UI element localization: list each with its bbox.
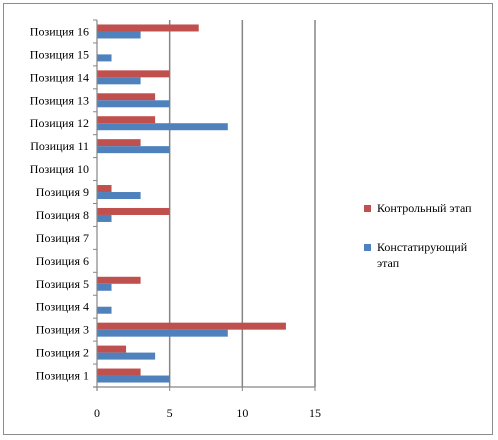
legend-swatch xyxy=(364,205,371,212)
bar-konstatiruyushchii-15 xyxy=(97,54,112,62)
bar-konstatiruyushchii-14 xyxy=(97,77,141,85)
bar-konstatiruyushchii-11 xyxy=(97,146,170,154)
bar-kontrolnyi-13 xyxy=(97,93,156,101)
category-label: Позиция 6 xyxy=(36,254,89,268)
bar-kontrolnyi-8 xyxy=(97,207,170,215)
category-label: Позиция 12 xyxy=(30,116,89,130)
category-label: Позиция 5 xyxy=(36,277,89,291)
chart-frame: Позиция 1 Позиция 2 Позиция 3 Позиция 4 Пози… xyxy=(3,3,493,435)
bar-konstatiruyushchii-13 xyxy=(97,100,170,108)
bar-konstatiruyushchii-2 xyxy=(97,352,156,360)
bar-konstatiruyushchii-12 xyxy=(97,123,228,131)
category-label: Позиция 9 xyxy=(36,185,89,199)
bar-kontrolnyi-14 xyxy=(97,70,170,78)
bar-konstatiruyushchii-4 xyxy=(97,306,112,314)
category-label: Позиция 2 xyxy=(36,346,89,360)
bar-kontrolnyi-1 xyxy=(97,368,141,376)
legend-swatch xyxy=(364,244,371,251)
bar-kontrolnyi-16 xyxy=(97,24,199,32)
bar-kontrolnyi-3 xyxy=(97,322,286,330)
x-tick-label: 5 xyxy=(167,406,173,420)
bar-konstatiruyushchii-8 xyxy=(97,214,112,222)
category-label: Позиция 11 xyxy=(30,139,89,153)
category-label: Позиция 10 xyxy=(30,162,89,176)
category-label: Позиция 15 xyxy=(30,47,89,61)
x-tick-label: 10 xyxy=(236,406,248,420)
bar-konstatiruyushchii-5 xyxy=(97,283,112,291)
category-label: Позиция 16 xyxy=(30,24,89,38)
bar-konstatiruyushchii-9 xyxy=(97,192,141,200)
bar-kontrolnyi-12 xyxy=(97,116,156,124)
x-tick-label: 15 xyxy=(309,406,321,420)
category-label: Позиция 8 xyxy=(36,208,89,222)
legend-label: Контрольный этап xyxy=(377,201,472,215)
bar-konstatiruyushchii-16 xyxy=(97,31,141,39)
category-label: Позиция 4 xyxy=(36,300,89,314)
category-label: Позиция 7 xyxy=(36,231,89,245)
bar-chart: Позиция 1 Позиция 2 Позиция 3 Позиция 4 Пози… xyxy=(30,19,472,420)
category-label: Позиция 3 xyxy=(36,323,89,337)
bar-kontrolnyi-11 xyxy=(97,139,141,147)
bar-kontrolnyi-9 xyxy=(97,185,112,193)
bar-konstatiruyushchii-3 xyxy=(97,329,228,337)
bar-kontrolnyi-5 xyxy=(97,276,141,284)
legend-label: Констатирующий этап xyxy=(377,240,468,270)
category-label: Позиция 1 xyxy=(36,369,89,383)
category-label: Позиция 13 xyxy=(30,93,89,107)
bar-konstatiruyushchii-1 xyxy=(97,375,170,383)
x-tick-label: 0 xyxy=(94,406,100,420)
category-label: Позиция 14 xyxy=(30,70,89,84)
bar-kontrolnyi-2 xyxy=(97,345,127,353)
